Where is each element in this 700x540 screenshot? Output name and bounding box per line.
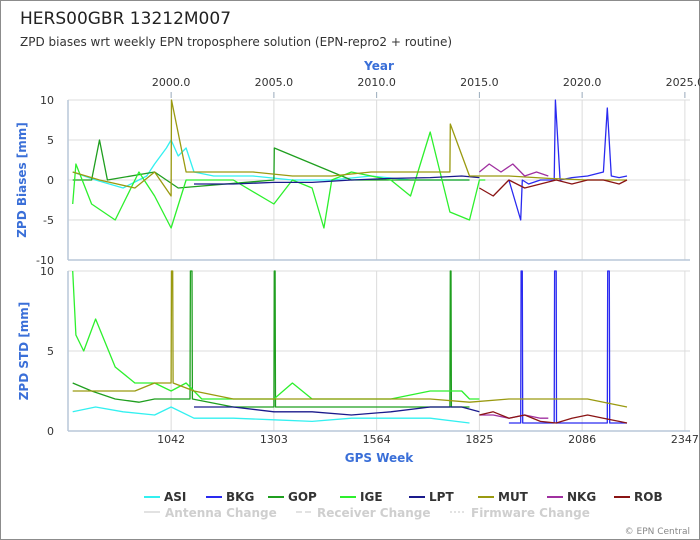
gps-week-axis-ticks: 1042 1303 1564 1825 2086 2347: [157, 433, 699, 446]
series-line-std-gop: [72, 270, 470, 408]
y-tick-label-biases: -5: [43, 214, 54, 227]
year-tick-label: 2010.0: [357, 76, 396, 89]
y-tick-label-std: 0: [47, 425, 54, 438]
legend-label-mut: MUT: [498, 490, 529, 504]
legend-event-label: Antenna Change: [165, 506, 277, 520]
std-y-ticks: 0 5 10: [40, 265, 54, 438]
series-line-std-bkg: [508, 270, 627, 424]
year-tick-label: 2015.0: [460, 76, 499, 89]
series-line-biases-ige: [72, 131, 486, 229]
y-tick-label-biases: 5: [47, 134, 54, 147]
gps-week-tick-label: 2086: [568, 433, 596, 446]
biases-y-axis-title: ZPD Biases [mm]: [15, 122, 29, 238]
biases-series: [72, 99, 628, 229]
y-tick-label-std: 5: [47, 345, 54, 358]
chart-title: HERS00GBR 13212M007: [20, 9, 231, 29]
biases-y-ticks: -10 -5 0 5 10: [36, 94, 54, 267]
std-panel: 0 5 10: [40, 265, 690, 438]
legend-label-lpt: LPT: [429, 490, 454, 504]
gps-week-tick-label: 1042: [157, 433, 185, 446]
gps-week-axis-title: GPS Week: [345, 451, 415, 465]
series-line-std-lpt: [194, 406, 480, 416]
series-line-std-asi: [72, 406, 470, 424]
series-line-biases-gop: [72, 139, 470, 189]
series-line-std-rob: [479, 411, 628, 424]
legend-label-rob: ROB: [634, 490, 663, 504]
y-tick-label-biases: 10: [40, 94, 54, 107]
y-tick-label-std: 10: [40, 265, 54, 278]
gps-week-tick-label: 1303: [260, 433, 288, 446]
y-tick-label-biases: -10: [36, 254, 54, 267]
legend-label-asi: ASI: [164, 490, 186, 504]
series-line-biases-bkg: [508, 99, 628, 221]
legend-label-gop: GOP: [288, 490, 317, 504]
gps-week-tick-label: 1825: [465, 433, 493, 446]
biases-panel: -10 -5 0 5 10: [36, 94, 690, 267]
year-tick-label: 2025.0: [666, 76, 700, 89]
year-tick-label: 2005.0: [255, 76, 294, 89]
y-tick-label-biases: 0: [47, 174, 54, 187]
gps-week-tick-label: 1564: [363, 433, 391, 446]
legend-label-nkg: NKG: [567, 490, 596, 504]
std-series: [72, 270, 628, 424]
legend-event-label: Firmware Change: [471, 506, 590, 520]
series-line-biases-rob: [479, 179, 628, 197]
series-line-std-ige: [72, 270, 480, 400]
year-axis-title: Year: [363, 59, 394, 73]
series-line-biases-mut: [72, 99, 627, 197]
legend-label-ige: IGE: [360, 490, 383, 504]
series-line-std-mut: [72, 270, 628, 408]
year-axis-ticks: 2000.0 2005.0 2010.0 2015.0 2020.0 2025.0: [152, 76, 700, 98]
legend-label-bkg: BKG: [226, 490, 254, 504]
legend: ASI BKG GOP IGE LPT MUT NKG ROB Antenna Change Re…: [144, 490, 663, 520]
year-tick-label: 2000.0: [152, 76, 191, 89]
gps-week-tick-label: 2347: [671, 433, 699, 446]
series-line-biases-nkg: [478, 163, 549, 177]
credit-text: © EPN Central: [625, 527, 690, 537]
std-y-axis-title: ZPD STD [mm]: [17, 302, 31, 401]
year-tick-label: 2020.0: [563, 76, 602, 89]
legend-event-label: Receiver Change: [317, 506, 431, 520]
series-line-biases-lpt: [194, 175, 480, 185]
chart-subtitle: ZPD biases wrt weekly EPN troposphere so…: [20, 35, 452, 49]
